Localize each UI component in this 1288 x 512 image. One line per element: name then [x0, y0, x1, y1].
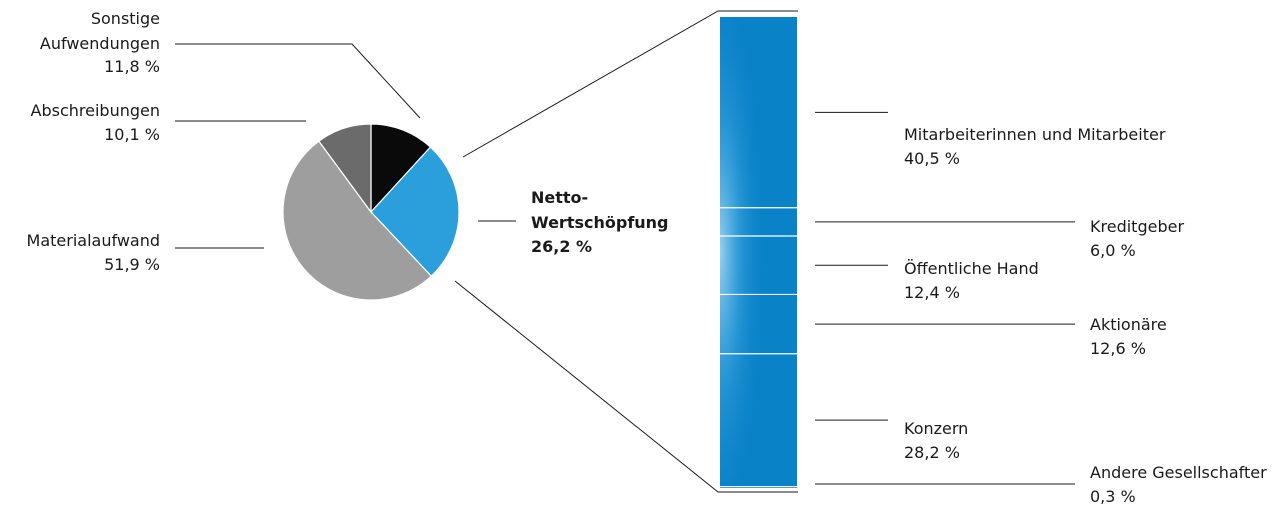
bar-label: Konzern	[904, 419, 968, 438]
label-materialaufwand-value: 51,9 %	[104, 255, 160, 274]
bar-value-label: 12,6 %	[1090, 339, 1146, 358]
label-sonstige-value: 11,8 %	[104, 57, 160, 76]
label-materialaufwand: Materialaufwand	[27, 231, 160, 250]
label-netto-value: 26,2 %	[531, 237, 592, 256]
label-netto-line2: Wertschöpfung	[531, 213, 669, 232]
label-abschreibungen: Abschreibungen	[31, 101, 160, 120]
label-netto-line1: Netto-	[531, 188, 588, 207]
leader-sonstige	[175, 43, 421, 119]
pie-slice-netto-wertschöpfung	[370, 146, 460, 277]
pie-labels: Sonstige Aufwendungen 11,8 % Abschreibun…	[27, 9, 798, 493]
label-sonstige-line1: Sonstige	[91, 9, 160, 28]
bar-label: Kreditgeber	[1090, 217, 1184, 236]
connector-top	[462, 10, 798, 158]
bar-label: Andere Gesellschafter	[1090, 463, 1267, 482]
bar-label: Aktionäre	[1090, 315, 1167, 334]
bar-value-label: 6,0 %	[1090, 241, 1136, 260]
pie-chart	[282, 123, 460, 301]
label-sonstige-line2: Aufwendungen	[40, 34, 160, 53]
label-abschreibungen-value: 10,1 %	[104, 125, 160, 144]
bar-labels: Mitarbeiterinnen und Mitarbeiter 40,5 % Kr…	[815, 111, 1267, 506]
connector-bottom	[454, 280, 798, 493]
bar-highlight	[720, 17, 797, 488]
bar-value-label: 28,2 %	[904, 443, 960, 462]
stacked-bar	[720, 17, 797, 488]
bar-value-label: 40,5 %	[904, 149, 960, 168]
bar-label: Öffentliche Hand	[904, 259, 1039, 278]
bar-label: Mitarbeiterinnen und Mitarbeiter	[904, 125, 1166, 144]
pie-slice-sonstige-aufwendungen	[370, 123, 432, 214]
pie-slice-abschreibungen	[317, 123, 372, 214]
bar-value-label: 0,3 %	[1090, 487, 1136, 506]
pie-slice-materialaufwand	[282, 140, 433, 301]
bar-value-label: 12,4 %	[904, 283, 960, 302]
